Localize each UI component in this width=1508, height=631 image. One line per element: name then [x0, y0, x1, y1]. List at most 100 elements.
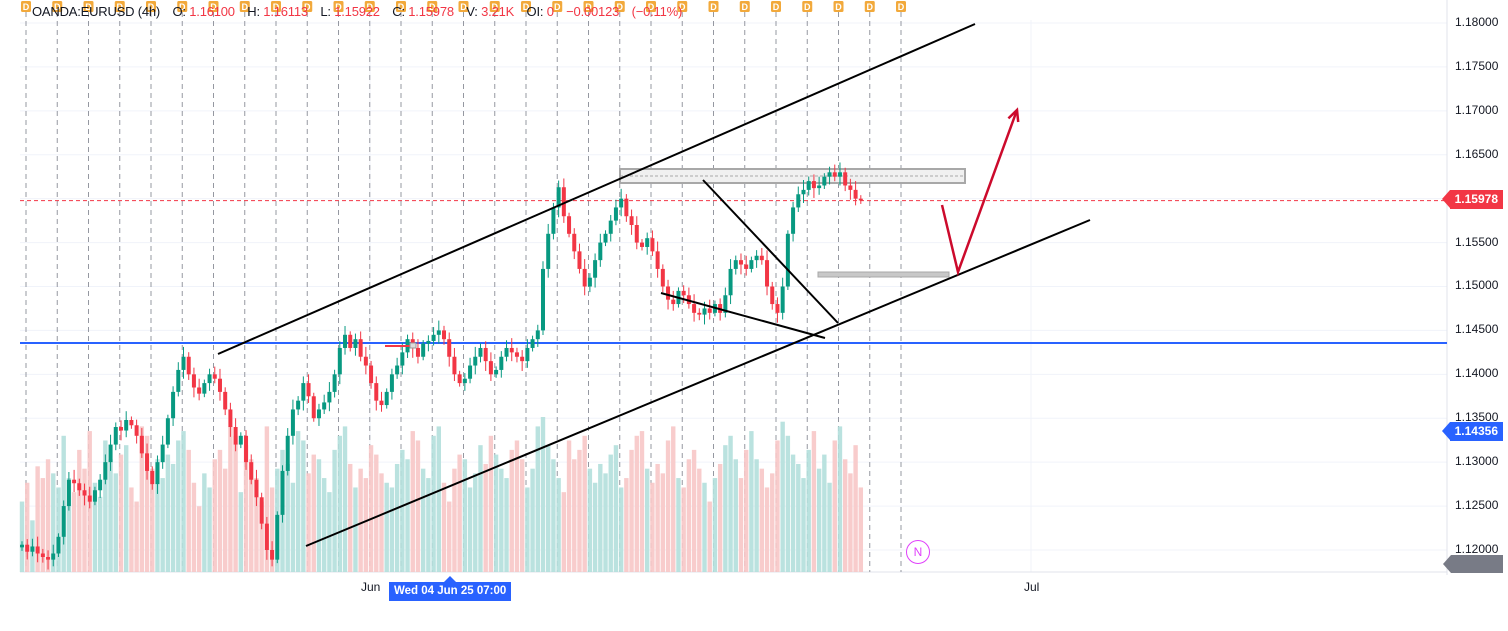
dividend-icon[interactable] — [614, 1, 625, 12]
volume-bar — [108, 459, 113, 572]
candle-body — [556, 187, 561, 208]
volume-bar — [577, 449, 582, 572]
candle-body — [322, 402, 327, 410]
candle-body — [593, 260, 598, 278]
dividend-icon[interactable] — [896, 1, 906, 12]
volume-bar — [499, 468, 504, 572]
candle-body — [332, 374, 337, 392]
volume-bar — [118, 454, 124, 572]
volume-bar — [712, 478, 718, 572]
candle-body — [426, 340, 431, 344]
dividend-icon-label: D — [898, 2, 905, 12]
trendline[interactable] — [217, 23, 976, 355]
candle-body — [494, 369, 499, 375]
price-ray-handle[interactable] — [409, 342, 417, 349]
candle-body — [374, 383, 379, 401]
volume-bar — [363, 478, 369, 572]
candle-body — [191, 374, 196, 388]
dividend-icon[interactable] — [52, 1, 63, 12]
dividend-icon[interactable] — [833, 1, 844, 12]
candle-body — [327, 391, 332, 403]
volume-bar — [441, 482, 447, 572]
dividend-icon[interactable] — [583, 1, 594, 12]
dividend-icon-label: D — [804, 2, 811, 12]
volume-bar — [124, 445, 129, 572]
support-zone[interactable] — [817, 271, 950, 278]
high-value: 1.16113 — [263, 4, 308, 19]
dividend-icon[interactable] — [271, 1, 281, 12]
candle-body — [655, 251, 660, 269]
dividend-icon[interactable] — [458, 1, 469, 12]
trendline[interactable] — [702, 179, 839, 324]
volume-bar — [702, 482, 707, 572]
dividend-icon[interactable] — [646, 1, 656, 12]
dividend-icon[interactable] — [239, 1, 250, 12]
dividend-icon[interactable] — [177, 1, 188, 12]
price-tick: 1.12500 — [1455, 498, 1499, 513]
volume-bar — [582, 435, 587, 572]
current-price-value: 1.15978 — [1454, 192, 1498, 206]
volume-bar — [467, 487, 473, 572]
dividend-icon[interactable] — [396, 1, 406, 12]
dividend-icon[interactable] — [83, 1, 94, 12]
dividend-icon[interactable] — [521, 1, 531, 12]
candle-body — [535, 330, 540, 340]
dividend-icon[interactable] — [771, 1, 781, 12]
volume-bar — [509, 449, 514, 572]
volume-value: 3.21K — [481, 4, 515, 19]
price-tick: 1.15500 — [1455, 234, 1499, 249]
dividend-icon[interactable] — [802, 1, 813, 12]
volume-bar — [598, 463, 603, 572]
dividend-icon[interactable] — [427, 1, 438, 12]
candle-body — [707, 308, 712, 313]
volume-bar — [129, 487, 134, 572]
candle-body — [98, 479, 103, 491]
volume-bar — [56, 487, 61, 572]
projection-arrow[interactable] — [940, 109, 1019, 277]
dividend-icon-label: D — [54, 2, 61, 12]
dividend-icon[interactable] — [333, 1, 344, 12]
dividend-icon[interactable] — [302, 1, 313, 12]
dividend-icon[interactable] — [552, 1, 563, 12]
volume-bar — [285, 463, 290, 572]
dividend-icon[interactable] — [739, 1, 750, 12]
volume-bar — [488, 435, 494, 572]
candle-body — [765, 260, 770, 287]
volume-bar — [743, 449, 749, 572]
candle-body — [827, 172, 832, 177]
volume-bar — [368, 445, 374, 572]
trendline[interactable] — [660, 292, 826, 339]
dividend-icon-label: D — [23, 2, 30, 12]
candle-body — [270, 549, 275, 560]
candle-body — [337, 347, 342, 375]
candle-body — [202, 383, 207, 394]
dividend-icon[interactable] — [208, 1, 219, 12]
price-tick: 1.17500 — [1455, 58, 1499, 73]
dividend-icon[interactable] — [677, 1, 688, 12]
dividend-icon[interactable] — [489, 1, 500, 12]
volume-bar — [191, 482, 197, 572]
dividend-icon[interactable] — [708, 1, 719, 12]
news-icon[interactable]: N — [906, 540, 930, 564]
volume-bar — [535, 426, 540, 572]
candle-body — [233, 427, 238, 445]
candle-body — [462, 378, 467, 384]
dividend-icon-label: D — [585, 2, 592, 12]
dividend-icon[interactable] — [21, 1, 31, 12]
candle-body — [311, 396, 316, 419]
symbol-name[interactable]: OANDA:EURUSD (4h) — [32, 4, 161, 19]
dividend-icon[interactable] — [864, 1, 875, 12]
volume-bar — [207, 487, 212, 572]
trendline[interactable] — [305, 219, 1091, 547]
dividend-icon[interactable] — [146, 1, 156, 12]
dividend-icon[interactable] — [114, 1, 125, 12]
candle-body — [92, 490, 97, 502]
dividend-icon[interactable] — [364, 1, 375, 12]
candle-body — [363, 356, 368, 366]
candle-body — [415, 347, 420, 357]
candle-body — [770, 286, 775, 305]
scroll-price-handle[interactable] — [1443, 555, 1503, 573]
volume-bar — [113, 473, 118, 572]
